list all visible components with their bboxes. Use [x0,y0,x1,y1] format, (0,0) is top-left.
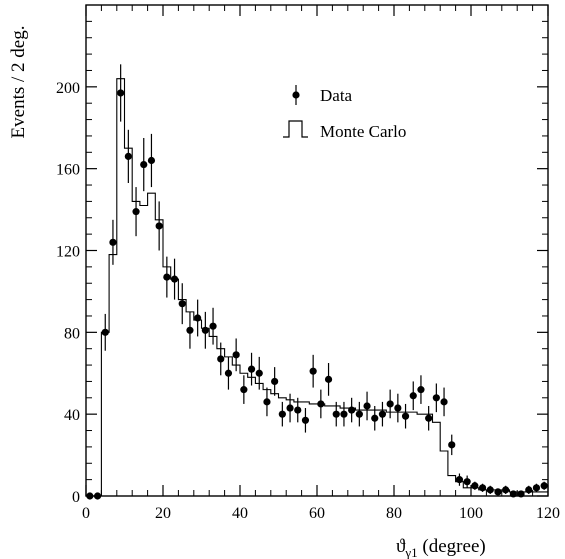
data-point [178,300,186,308]
x-tick-label: 60 [309,505,325,522]
y-tick-label: 80 [64,325,80,342]
data-point [240,386,248,394]
legend-data-label: Data [320,86,353,105]
x-axis-subscript: γ1 [404,545,417,559]
data-point [93,492,102,500]
data-point [124,152,132,160]
data-point [486,486,494,494]
data-point [471,482,479,490]
y-tick-label: 120 [56,244,80,261]
data-point [109,238,117,246]
data-point [140,160,148,169]
data-point [155,222,163,230]
y-tick-label: 160 [56,162,80,179]
data-point [478,484,487,492]
data-point [217,355,225,363]
y-tick-label: 200 [56,80,80,97]
data-point [209,322,217,330]
y-tick-label: 40 [64,407,80,424]
plot-frame [85,4,549,497]
data-point [301,416,310,424]
data-point [494,488,502,496]
data-point [194,314,202,322]
data-point [255,369,263,377]
data-point [355,410,363,418]
data-point [201,326,209,334]
data-point [517,490,525,498]
x-tick-label: 80 [386,505,402,522]
legend-mc-label: Monte Carlo [320,122,406,141]
data-point [378,410,387,418]
data-point [448,441,456,449]
legend-mc-marker [283,120,308,138]
data-point [147,156,156,165]
data-point [417,386,425,394]
data-point [186,326,194,334]
data-point [332,410,340,418]
data-point [532,484,541,492]
monte-carlo-histogram [86,78,548,497]
data-point [232,351,240,359]
data-point [348,406,356,414]
data-point [309,367,317,375]
data-point [224,369,233,377]
x-tick-label: 20 [155,505,171,522]
data-point [163,273,171,281]
x-axis-title: ϑγ1 (degree) [396,536,486,559]
axis-ticks: 0 20 40 60 80 100 120 0 40 80 120 160 200 [56,5,560,522]
data-point [401,412,410,420]
data-point [101,328,109,336]
data-point [278,410,286,418]
data-point [432,394,440,402]
data-point [286,404,294,412]
data-point [455,476,464,484]
data-point [509,490,517,498]
data-point [540,482,548,490]
data-point [525,486,533,494]
data-point [170,275,179,283]
x-tick-label: 40 [232,505,248,522]
data-point [440,398,448,406]
x-axis-unit: (degree) [418,536,486,557]
data-point [463,478,471,486]
data-point [502,486,510,494]
x-tick-label: 0 [82,505,90,522]
data-point [271,377,279,386]
data-point [425,414,433,422]
y-tick-label: 0 [72,489,80,506]
x-tick-label: 120 [536,505,560,522]
data-point [363,402,371,410]
data-point [340,410,348,418]
data-point [263,398,271,406]
data-point [386,400,394,408]
data-point [394,404,402,412]
data-point [324,375,333,383]
legend-data-marker [292,91,300,99]
data-point [132,208,140,216]
data-point [371,414,379,422]
y-axis-title: Events / 2 deg. [8,26,29,139]
data-point [86,492,94,500]
mc-histogram-line [86,78,548,497]
data-points [86,64,548,500]
x-axis-symbol: ϑ [396,536,406,557]
x-tick-label: 100 [459,505,483,522]
data-point [409,392,417,400]
legend: Data Monte Carlo [283,85,406,141]
data-point [294,406,302,414]
data-point [247,365,256,373]
data-point [117,89,125,97]
data-point [317,400,325,408]
